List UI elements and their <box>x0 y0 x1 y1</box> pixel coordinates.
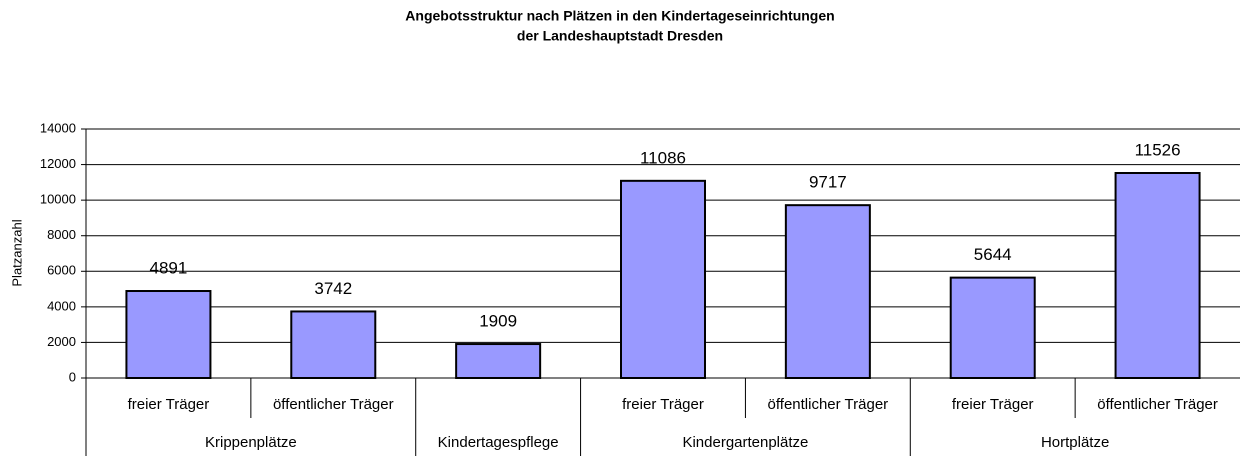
bar <box>784 204 871 379</box>
bar <box>290 310 377 380</box>
chart-title: Angebotsstruktur nach Plätzen in den Kin… <box>405 8 834 24</box>
group-label: Kindergartenplätze <box>682 434 808 451</box>
x-tick-label: öffentlicher Träger <box>273 396 394 413</box>
y-tick-label: 10000 <box>40 192 76 207</box>
x-tick-label: freier Träger <box>952 396 1034 413</box>
y-tick-label: 8000 <box>47 227 76 242</box>
x-tick-label: freier Träger <box>622 396 704 413</box>
x-tick-label: öffentlicher Träger <box>768 396 889 413</box>
x-tick-label: freier Träger <box>128 396 210 413</box>
y-tick-label: 0 <box>69 369 76 384</box>
y-tick-label: 6000 <box>47 263 76 278</box>
bar <box>620 179 706 379</box>
group-label: Kindertagespflege <box>438 434 559 451</box>
data-label: 3742 <box>314 279 352 298</box>
x-tick-label: öffentlicher Träger <box>1097 396 1218 413</box>
bar <box>455 343 542 379</box>
y-tick-label: 14000 <box>40 120 76 135</box>
y-tick-label: 12000 <box>40 156 76 171</box>
bar <box>949 276 1036 379</box>
bar <box>125 290 212 379</box>
y-axis-label: Platzanzahl <box>9 219 24 286</box>
data-label: 9717 <box>809 173 847 192</box>
data-label: 11086 <box>640 148 686 167</box>
chart-title: der Landeshauptstadt Dresden <box>517 28 723 44</box>
y-tick-label: 2000 <box>47 334 76 349</box>
group-label: Krippenplätze <box>205 434 297 451</box>
group-label: Hortplätze <box>1041 434 1109 451</box>
data-label: 11526 <box>1135 140 1181 159</box>
data-label: 5644 <box>974 245 1012 264</box>
data-label: 1909 <box>479 312 517 331</box>
y-tick-label: 4000 <box>47 298 76 313</box>
data-label: 4891 <box>150 258 188 277</box>
bar <box>1114 172 1201 379</box>
